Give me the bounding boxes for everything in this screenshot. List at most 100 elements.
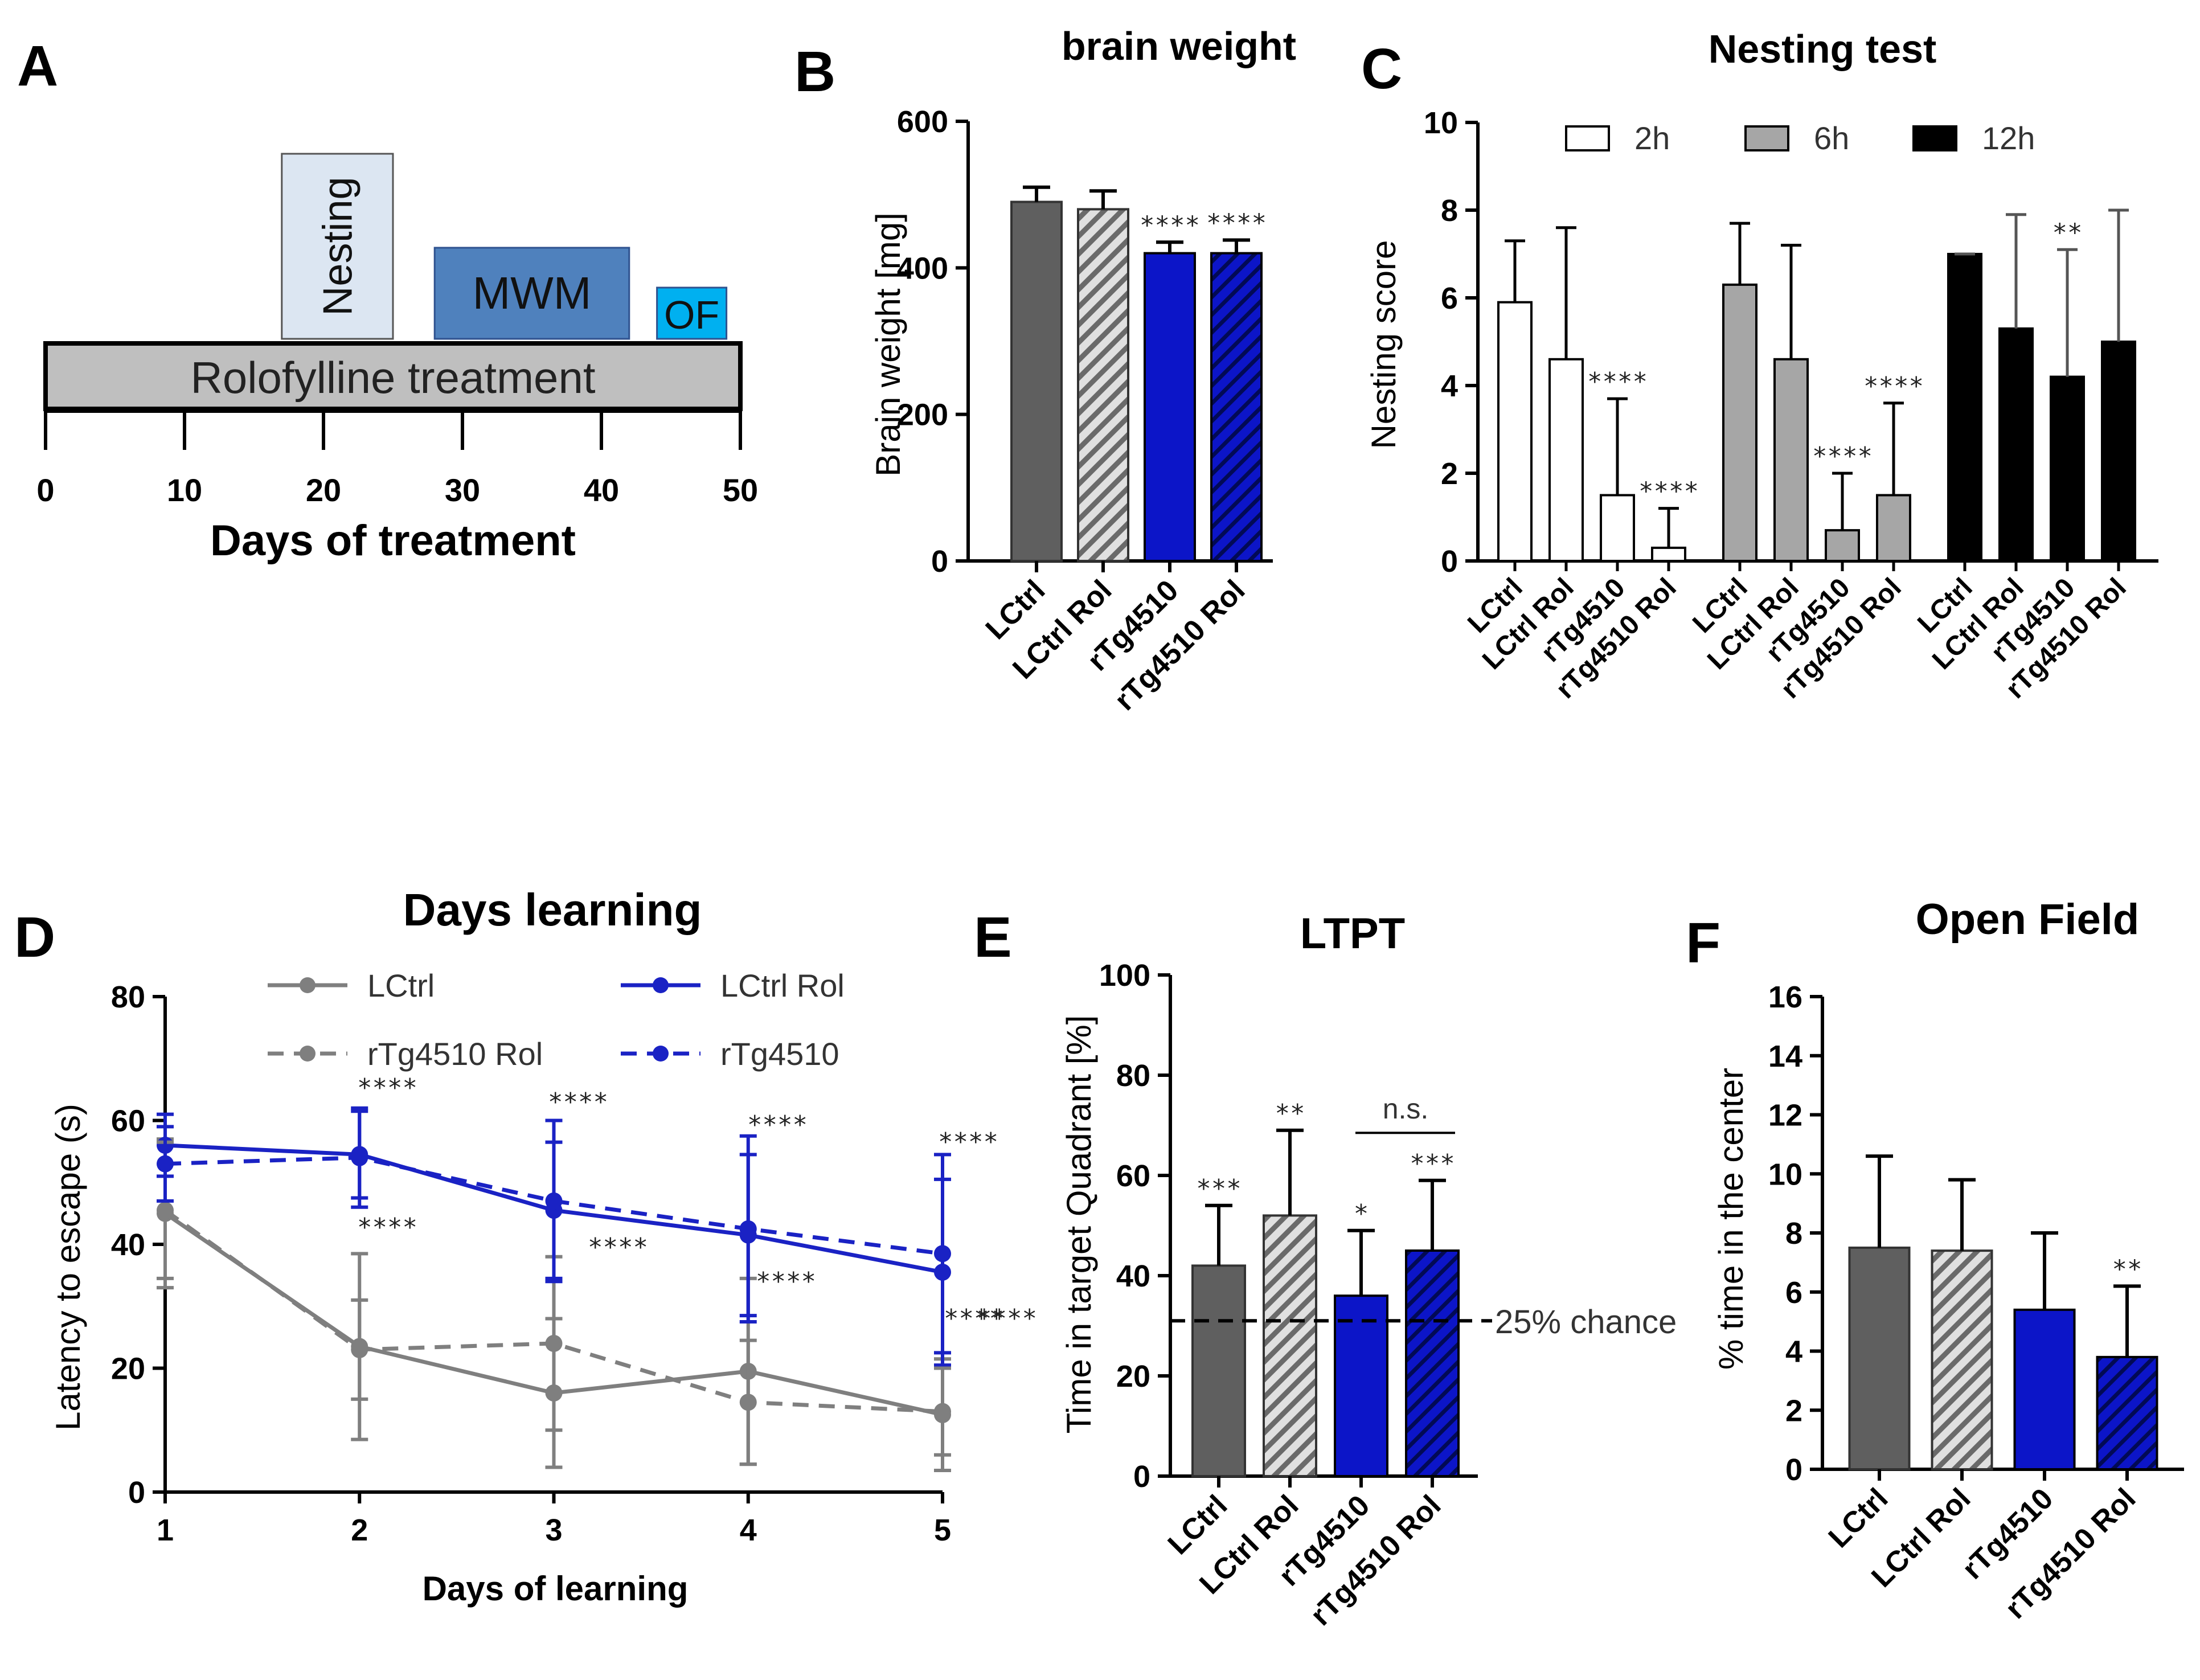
panel-d: D Days learning Latency to escape (s) Da… [14, 884, 1037, 1608]
timeline-box-label: OF [664, 293, 719, 337]
bar [1651, 546, 1686, 563]
y-axis-label-b: Brain weight [mg] [869, 212, 907, 477]
panel-b: B brain weight Brain weight [mg] 0 200 400… [794, 24, 1296, 717]
bar [1334, 1294, 1388, 1477]
timeline-box-of [656, 286, 728, 340]
y-tick-label: 8 [1785, 1216, 1802, 1251]
legend-label: 2h [1634, 120, 1670, 156]
timeline-tick-label: 20 [306, 472, 341, 508]
y-tick-label: 0 [1785, 1453, 1802, 1487]
significance-label: **** [548, 1088, 608, 1117]
bar [1010, 200, 1063, 562]
bar [2050, 375, 2085, 562]
y-tick-label: 40 [111, 1228, 145, 1262]
treatment-label: Rolofylline treatment [191, 353, 596, 403]
chart-title-e: LTPT [1300, 909, 1405, 958]
y-tick-label: 80 [1116, 1059, 1150, 1093]
y-tick-label: 2 [1441, 457, 1458, 491]
significance-label: **** [1863, 372, 1924, 401]
significance-label: **** [1140, 211, 1200, 240]
y-tick-label: 0 [931, 544, 948, 579]
bar [1144, 252, 1196, 563]
y-axis-label-e: Time in target Quadrant [%] [1060, 1015, 1098, 1434]
bar [1825, 529, 1860, 562]
significance-label: **** [1587, 367, 1648, 396]
timeline-box-label: MWM [473, 268, 592, 318]
x-axis-label-d: Days of learning [423, 1570, 689, 1608]
bar [1848, 1246, 1911, 1470]
x-tick-label: 5 [934, 1513, 951, 1547]
significance-label: **** [1812, 442, 1873, 471]
y-tick-label: 20 [1116, 1359, 1150, 1394]
bar [1077, 208, 1129, 562]
chart-title-b: brain weight [1062, 24, 1296, 68]
data-point [545, 1335, 563, 1352]
significance-label: *** [1196, 1174, 1241, 1203]
y-tick-label: 60 [111, 1104, 145, 1138]
y-tick-label: 12 [1768, 1099, 1802, 1133]
panel-a-label: A [17, 34, 58, 98]
y-tick-label: 2 [1785, 1394, 1802, 1428]
y-axis-label-f: % time in the center [1712, 1068, 1750, 1370]
category-label: LCtrl [1822, 1482, 1895, 1554]
y-tick-label: 8 [1441, 194, 1458, 228]
x-tick-label: 3 [545, 1513, 562, 1547]
bar [1191, 1264, 1246, 1477]
y-tick-label: 20 [111, 1352, 145, 1386]
chance-label: 25% chance [1495, 1304, 1677, 1341]
legend-marker [300, 977, 316, 993]
legend-swatch [1565, 125, 1610, 151]
y-tick-label: 600 [897, 105, 948, 139]
panel-c-label: C [1361, 37, 1402, 101]
bar [1600, 494, 1635, 562]
bar [1998, 327, 2034, 563]
bar [1210, 252, 1263, 563]
timeline-tick-label: 30 [445, 472, 480, 508]
y-tick-label: 40 [1116, 1259, 1150, 1293]
y-tick-label: 10 [1424, 106, 1458, 140]
panel-c: C Nesting test Nesting score 0246810LCtr… [1361, 27, 2158, 704]
data-point [157, 1202, 174, 1219]
significance-label: ** [2112, 1255, 2142, 1284]
legend-swatch [1912, 125, 1957, 151]
data-point [351, 1341, 368, 1358]
significance-label: **** [944, 1304, 1004, 1333]
y-tick-label: 100 [1099, 958, 1150, 993]
bar [2101, 341, 2136, 562]
significance-label: *** [1410, 1149, 1455, 1178]
y-axis-label-d: Latency to escape (s) [49, 1104, 87, 1431]
legend-marker [653, 977, 669, 993]
significance-label: ** [2052, 218, 2083, 247]
y-tick-label: 6 [1441, 281, 1458, 315]
panel-d-label: D [14, 905, 55, 969]
significance-label: ** [1275, 1099, 1305, 1128]
timeline-tick-label: 40 [584, 472, 619, 508]
bar [1263, 1214, 1317, 1477]
legend-label: 12h [1982, 120, 2035, 156]
y-tick-label: 4 [1441, 369, 1458, 403]
data-point [934, 1245, 951, 1263]
x-tick-label: 2 [351, 1513, 368, 1547]
significance-label: **** [1206, 208, 1267, 237]
bar [1405, 1249, 1460, 1477]
significance-label: **** [747, 1111, 808, 1140]
y-tick-label: 0 [1133, 1460, 1150, 1494]
legend-label: 6h [1814, 120, 1849, 156]
bar [1722, 283, 1757, 562]
timeline-box-label: Nesting [315, 177, 360, 315]
chart-title-f: Open Field [1916, 895, 2140, 944]
panel-b-label: B [794, 40, 835, 104]
significance-label: **** [1638, 477, 1699, 506]
chart-title-d: Days learning [403, 884, 702, 935]
significance-label: **** [588, 1233, 648, 1262]
x-tick-label: 4 [740, 1513, 757, 1547]
significance-label: **** [756, 1267, 816, 1296]
legend-marker [653, 1046, 669, 1062]
y-tick-label: 0 [1441, 544, 1458, 579]
timeline-tick-label: 0 [36, 472, 54, 508]
data-point [157, 1155, 174, 1173]
data-point [351, 1149, 368, 1166]
panel-f-label: F [1686, 911, 1720, 975]
y-tick-label: 10 [1768, 1157, 1802, 1191]
